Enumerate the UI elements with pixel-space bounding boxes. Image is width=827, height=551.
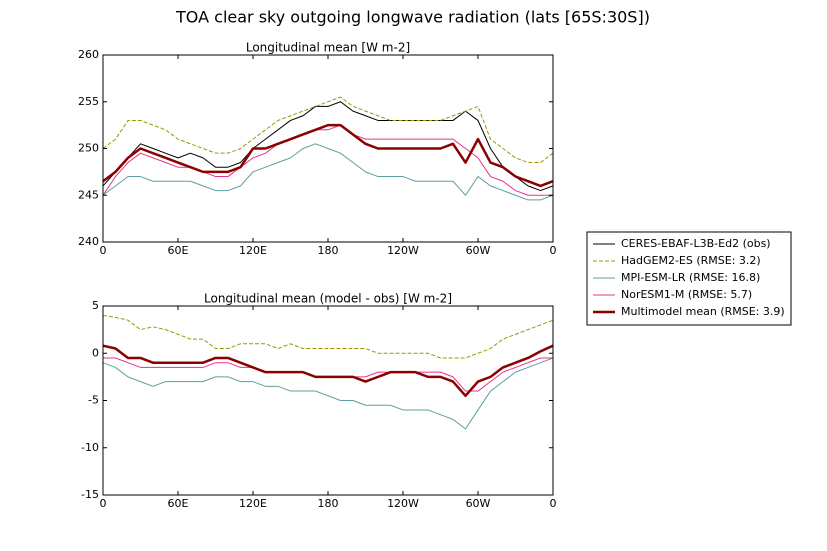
x-tick-label: 180: [318, 497, 339, 510]
y-tick-label: -15: [81, 488, 99, 501]
x-tick-label: 120E: [239, 497, 267, 510]
x-tick-label: 120W: [387, 244, 419, 257]
axes-title: Longitudinal mean [W m-2]: [246, 41, 410, 55]
y-tick-label: 245: [78, 188, 99, 201]
x-tick-label: 60E: [168, 244, 189, 257]
y-tick-label: 255: [78, 95, 99, 108]
figure-title: TOA clear sky outgoing longwave radiatio…: [175, 8, 650, 27]
series-line: [102, 123, 554, 188]
series-line: [102, 124, 553, 196]
legend-label: HadGEM2-ES (RMSE: 3.2): [621, 254, 761, 267]
x-tick-label: 60W: [466, 497, 491, 510]
x-tick-label: 0: [100, 244, 107, 257]
x-tick-label: 180: [318, 244, 339, 257]
series-line: [102, 143, 554, 201]
legend-label: CERES-EBAF-L3B-Ed2 (obs): [621, 237, 771, 250]
y-tick-label: 240: [78, 235, 99, 248]
x-tick-label: 0: [550, 497, 557, 510]
series-line: [102, 344, 554, 398]
y-tick-label: 250: [78, 142, 99, 155]
axes-title: Longitudinal mean (model - obs) [W m-2]: [204, 292, 452, 306]
legend-frame: [586, 231, 792, 326]
x-tick-label: 120W: [387, 497, 419, 510]
legend-label: NorESM1-M (RMSE: 5.7): [621, 288, 752, 301]
legend-label: Multimodel mean (RMSE: 3.9): [621, 305, 785, 318]
y-tick-label: -10: [81, 441, 99, 454]
series-line: [102, 314, 554, 359]
series-line: [102, 357, 554, 430]
series-line: [102, 96, 554, 164]
y-tick-label: 260: [78, 48, 99, 61]
x-tick-label: 0: [100, 497, 107, 510]
y-tick-label: 5: [92, 299, 99, 312]
y-tick-label: 0: [92, 346, 99, 359]
y-tick-label: -5: [88, 394, 99, 407]
x-tick-label: 0: [550, 244, 557, 257]
x-tick-label: 60W: [466, 244, 491, 257]
x-tick-label: 120E: [239, 244, 267, 257]
series-line: [102, 101, 554, 192]
x-tick-label: 60E: [168, 497, 189, 510]
legend-label: MPI-ESM-LR (RMSE: 16.8): [621, 271, 760, 284]
